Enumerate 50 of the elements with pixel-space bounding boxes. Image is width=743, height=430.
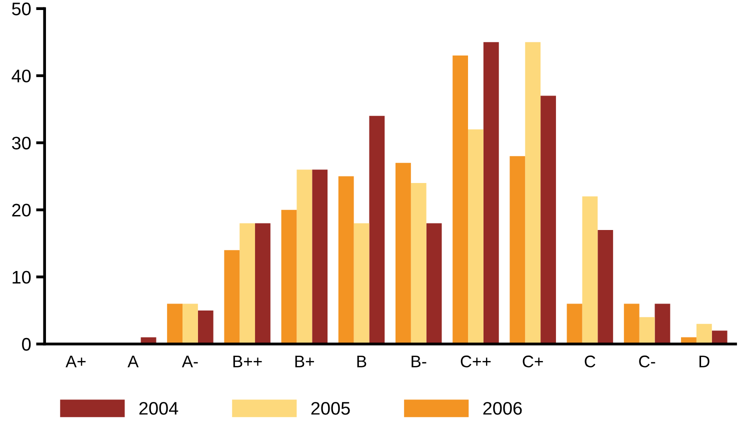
y-tick-label: 20: [12, 204, 31, 217]
bar: [312, 170, 328, 344]
bar: [540, 96, 556, 344]
x-tick-label: C+: [522, 356, 543, 368]
bar: [354, 223, 370, 344]
bar: [639, 317, 655, 344]
y-tick-label: 10: [12, 270, 31, 284]
bar: [255, 223, 270, 344]
bar: [281, 210, 297, 344]
legend-label: 2005: [311, 402, 350, 415]
legend-label: 2006: [483, 402, 522, 415]
bar: [712, 330, 728, 344]
bar: [167, 304, 182, 344]
bar: [369, 116, 385, 344]
bar: [525, 42, 541, 344]
bar: [338, 176, 354, 344]
bar: [452, 56, 468, 344]
x-tick-label: C++: [460, 356, 491, 368]
y-tick-label: 50: [12, 2, 31, 16]
x-tick-label: A+: [66, 356, 86, 368]
bar: [696, 324, 712, 344]
bar: [582, 196, 598, 344]
bar: [654, 304, 670, 344]
bar: [410, 183, 426, 344]
bar: [240, 223, 256, 344]
bar: [510, 156, 526, 344]
bar: [426, 223, 442, 344]
bar: [296, 170, 312, 344]
y-tick-label: 40: [12, 70, 31, 82]
x-tick-label: B+: [295, 356, 314, 368]
x-tick-label: B: [357, 356, 366, 368]
x-tick-label: C: [584, 356, 596, 368]
x-tick-label: D: [700, 356, 710, 368]
x-tick-label: B-: [412, 356, 426, 368]
bar: [224, 250, 240, 344]
bar: [624, 304, 640, 344]
bar: [396, 162, 411, 344]
y-tick-label: 30: [12, 136, 31, 150]
x-tick-label: A-: [182, 356, 198, 368]
legend-label: 2004: [139, 402, 178, 415]
y-tick-label: 0: [22, 338, 31, 351]
x-tick-label: B++: [233, 356, 262, 368]
bar: [566, 304, 582, 344]
bar: [198, 310, 214, 344]
bar: [598, 230, 614, 344]
x-tick-label: A: [128, 356, 139, 368]
bar: [483, 42, 499, 344]
bar: [182, 304, 198, 344]
x-tick-label: C-: [639, 356, 656, 368]
bar: [468, 129, 484, 344]
